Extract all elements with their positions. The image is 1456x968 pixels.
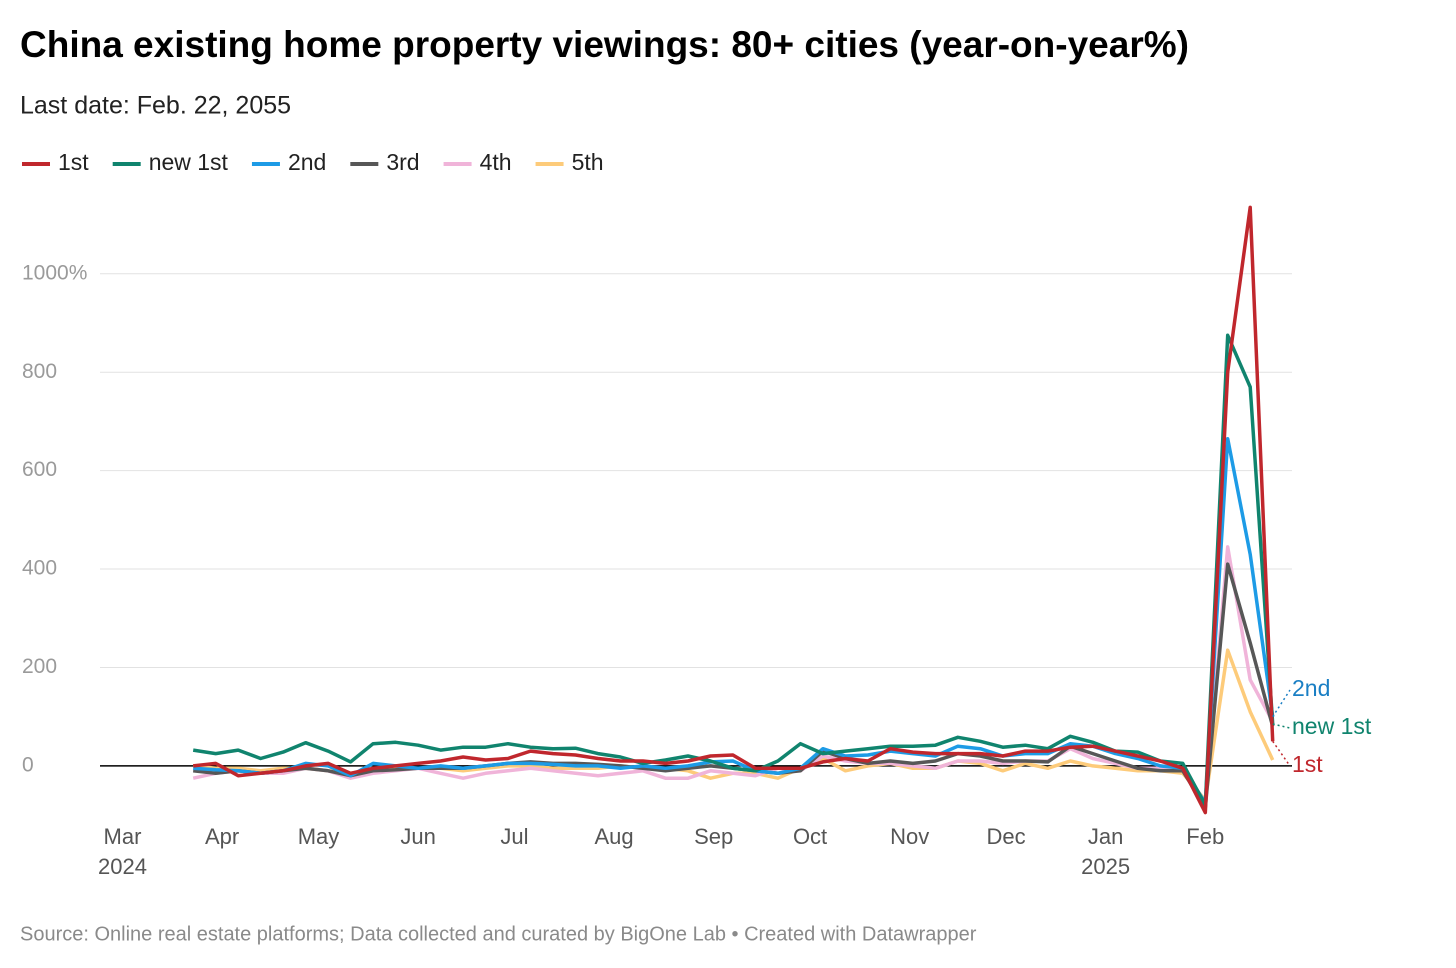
series-line [192,545,1275,807]
end-label: 2nd [1292,675,1330,701]
x-tick-label: May [298,824,340,849]
legend-label: 2nd [288,149,326,175]
x-tick-label: Mar [104,824,142,849]
chart-title: China existing home property viewings: 8… [20,24,1189,65]
label-connector [1272,689,1291,718]
x-tick-label: Apr [205,824,239,849]
x-tick-label: Sep [694,824,733,849]
chart-subtitle: Last date: Feb. 22, 2055 [20,92,291,120]
y-tick-label: 200 [22,655,57,678]
x-tick-label: Jan [1088,824,1123,849]
label-connector [1272,740,1291,767]
x-tick-label: Dec [986,824,1025,849]
y-tick-label: 0 [22,753,34,776]
y-tick-label: 1000% [22,261,87,284]
source-note: Source: Online real estate platforms; Da… [20,923,977,945]
x-year-label: 2024 [98,854,147,879]
y-tick-label: 600 [22,458,57,481]
end-label: new 1st [1292,713,1372,739]
x-tick-label: Jul [500,824,528,849]
legend-label: new 1st [149,149,229,175]
x-year-label: 2025 [1081,854,1130,879]
legend-label: 4th [480,149,512,175]
label-connector [1272,723,1291,729]
x-tick-label: Nov [890,824,929,849]
series-line [192,333,1275,807]
series-line [193,205,1275,815]
x-tick-label: Oct [793,824,827,849]
x-tick-label: Jun [400,824,435,849]
x-tick-label: Aug [594,824,633,849]
y-tick-label: 800 [22,360,57,383]
x-tick-label: Feb [1186,824,1224,849]
y-tick-label: 400 [22,557,57,580]
end-label: 1st [1292,751,1323,777]
legend-label: 1st [58,149,89,175]
legend-label: 3rd [386,149,419,175]
legend-label: 5th [572,149,604,175]
